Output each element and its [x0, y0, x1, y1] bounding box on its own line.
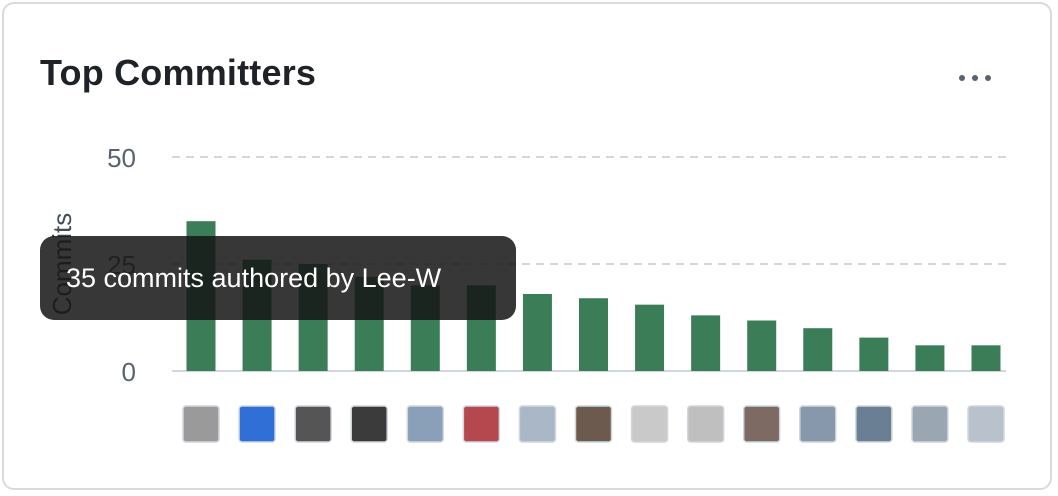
bar[interactable] — [859, 338, 888, 371]
avatar[interactable] — [576, 406, 612, 442]
bar[interactable] — [579, 298, 608, 371]
y-tick-label: 0 — [122, 357, 136, 387]
bar[interactable] — [972, 345, 1001, 371]
avatar[interactable] — [688, 406, 724, 442]
avatar[interactable] — [463, 406, 499, 442]
bar[interactable] — [803, 328, 832, 371]
avatar[interactable] — [856, 406, 892, 442]
bar-tooltip: 35 commits authored by Lee-W — [40, 236, 516, 320]
avatar[interactable] — [239, 406, 275, 442]
avatar[interactable] — [968, 406, 1004, 442]
avatar[interactable] — [744, 406, 780, 442]
bar[interactable] — [747, 320, 776, 371]
bar[interactable] — [691, 315, 720, 371]
committer-avatars — [183, 406, 1004, 442]
avatar[interactable] — [632, 406, 668, 442]
y-tick-label: 50 — [107, 143, 136, 173]
avatar[interactable] — [407, 406, 443, 442]
avatar[interactable] — [295, 406, 331, 442]
avatar[interactable] — [519, 406, 555, 442]
bar[interactable] — [523, 294, 552, 371]
bar[interactable] — [915, 345, 944, 371]
avatar[interactable] — [800, 406, 836, 442]
avatar[interactable] — [351, 406, 387, 442]
avatar[interactable] — [183, 406, 219, 442]
avatar[interactable] — [912, 406, 948, 442]
bar[interactable] — [635, 305, 664, 371]
